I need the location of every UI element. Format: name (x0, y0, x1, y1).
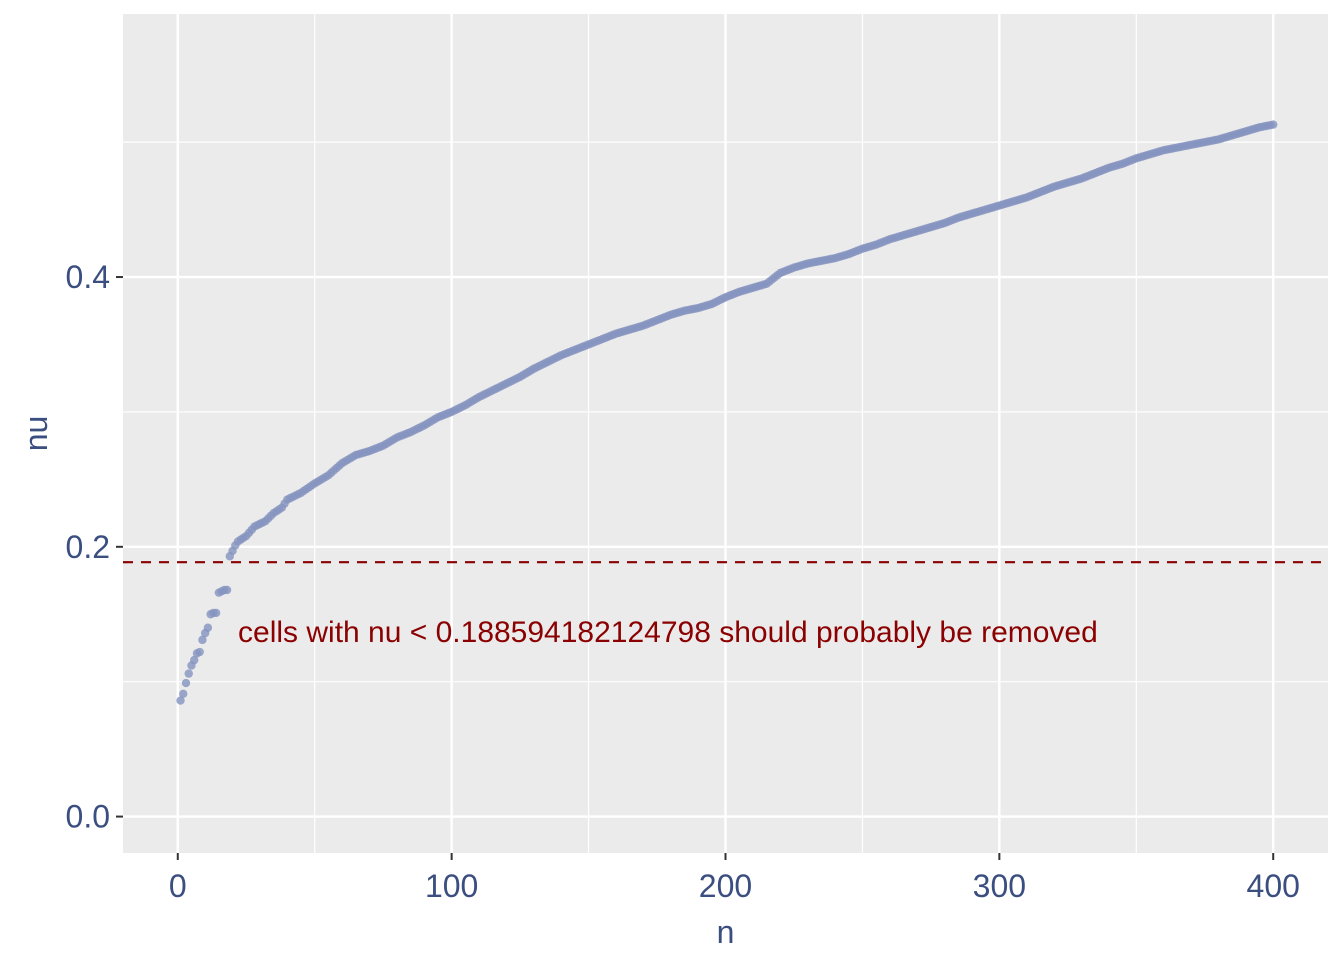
major-grid (123, 14, 1328, 853)
data-point (1269, 120, 1278, 129)
y-tick-label: 0.4 (66, 259, 110, 295)
data-point (211, 608, 221, 618)
data-point (190, 655, 199, 665)
x-tick-label: 100 (425, 868, 478, 904)
y-tick-label: 0.2 (66, 529, 110, 565)
data-point (181, 678, 191, 688)
x-axis-title: n (717, 914, 735, 950)
y-axis-title: nu (18, 416, 54, 452)
x-tick-label: 0 (169, 868, 187, 904)
data-point (203, 623, 213, 632)
x-axis: 0 100 200 300 400 (169, 853, 1300, 904)
data-point (222, 585, 232, 595)
data-point (179, 689, 188, 699)
data-point (195, 647, 204, 657)
data-points (176, 120, 1278, 705)
data-point (198, 635, 207, 645)
data-point (176, 696, 185, 705)
y-axis: 0.0 0.2 0.4 (66, 259, 123, 835)
data-point (184, 669, 193, 678)
x-tick-label: 300 (973, 868, 1026, 904)
threshold-annotation: cells with nu < 0.188594182124798 should… (238, 616, 1098, 649)
x-tick-label: 400 (1247, 868, 1300, 904)
y-tick-label: 0.0 (66, 799, 110, 835)
x-tick-label: 200 (699, 868, 752, 904)
